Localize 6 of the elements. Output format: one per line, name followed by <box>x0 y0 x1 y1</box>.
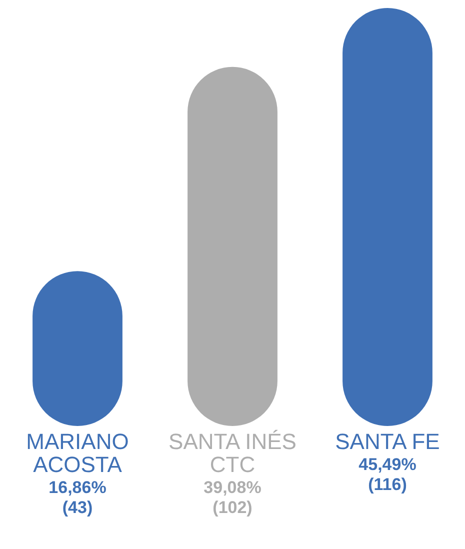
data-label: 39,08% (102) <box>202 478 262 518</box>
data-label: 16,86% (43) <box>48 478 108 518</box>
x-tick-label: MARIANO ACOSTA <box>25 429 130 477</box>
x-tick-label: SANTA FE <box>334 429 441 454</box>
x-tick-label: SANTA INÉS CTC <box>168 429 298 477</box>
data-label: 45,49% (116) <box>358 455 418 495</box>
